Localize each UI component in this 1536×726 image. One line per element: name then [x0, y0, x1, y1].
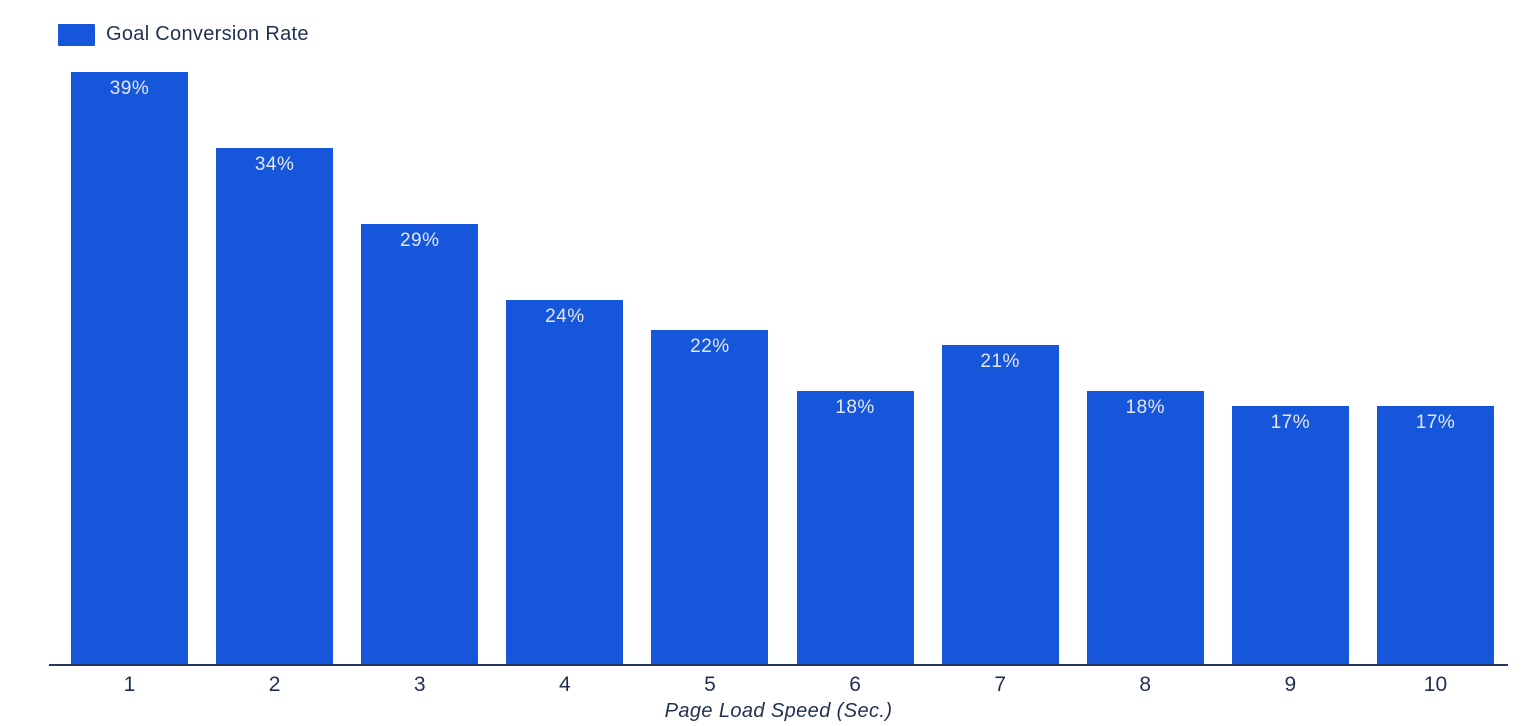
bar-value-label: 18% — [1125, 397, 1166, 418]
bar[interactable]: 29% — [361, 224, 479, 664]
x-tick-label: 5 — [704, 673, 716, 696]
bar-column: 29% — [347, 60, 492, 664]
x-tick-label: 3 — [413, 673, 426, 696]
bar-value-label: 18% — [835, 397, 875, 418]
bar-column: 24% — [492, 60, 637, 664]
x-tick-label: 10 — [1423, 673, 1448, 696]
bar-column: 17% — [1218, 60, 1363, 664]
bar[interactable]: 18% — [1086, 391, 1204, 664]
bar[interactable]: 24% — [506, 300, 624, 664]
bar-column: 34% — [202, 60, 347, 664]
bar[interactable]: 17% — [1376, 406, 1494, 664]
plot-area: 39% 34% 29% 24% 22% 18% 21% 18% 17% 17% 1 2 3 4 5 6 7 8 9… — [49, 60, 1508, 723]
x-tick-label: 8 — [1139, 673, 1152, 696]
bar-column: 39% — [57, 60, 202, 664]
bar-value-label: 17% — [1415, 412, 1456, 433]
bar-column: 18% — [783, 60, 928, 664]
x-tick-label: 4 — [558, 673, 571, 696]
bar-value-label: 29% — [399, 230, 440, 251]
bar-value-label: 34% — [254, 154, 295, 175]
bar-value-label: 21% — [980, 351, 1020, 372]
x-tick-label: 9 — [1284, 673, 1297, 696]
bar[interactable]: 21% — [941, 345, 1059, 664]
bar-value-label: 17% — [1270, 412, 1311, 433]
bar[interactable]: 22% — [651, 330, 769, 664]
bar[interactable]: 17% — [1231, 406, 1349, 664]
bar[interactable]: 18% — [796, 391, 914, 664]
bar[interactable]: 34% — [216, 148, 334, 664]
bar-column: 22% — [637, 60, 782, 664]
x-tick-label: 7 — [994, 673, 1006, 696]
bar-column: 18% — [1073, 60, 1218, 664]
bar-value-label: 24% — [545, 306, 585, 327]
bar-value-label: 39% — [109, 78, 150, 99]
x-tick-label: 1 — [123, 673, 136, 696]
x-tick-label: 6 — [849, 673, 861, 696]
x-axis-title: Page Load Speed (Sec.) — [664, 700, 893, 722]
bar-value-label: 22% — [690, 336, 730, 357]
bar[interactable]: 39% — [71, 72, 188, 664]
legend-swatch-icon — [58, 23, 95, 46]
chart-legend[interactable]: Goal Conversion Rate — [58, 23, 309, 46]
bar-column: 17% — [1363, 60, 1508, 664]
legend-label: Goal Conversion Rate — [106, 23, 309, 45]
x-tick-label: 2 — [268, 673, 281, 696]
x-axis-ticks: 1 2 3 4 5 6 7 8 9 10 — [49, 673, 1508, 697]
bars-container: 39% 34% 29% 24% 22% 18% 21% 18% 17% 17% — [49, 60, 1508, 666]
bar-column: 21% — [928, 60, 1073, 664]
